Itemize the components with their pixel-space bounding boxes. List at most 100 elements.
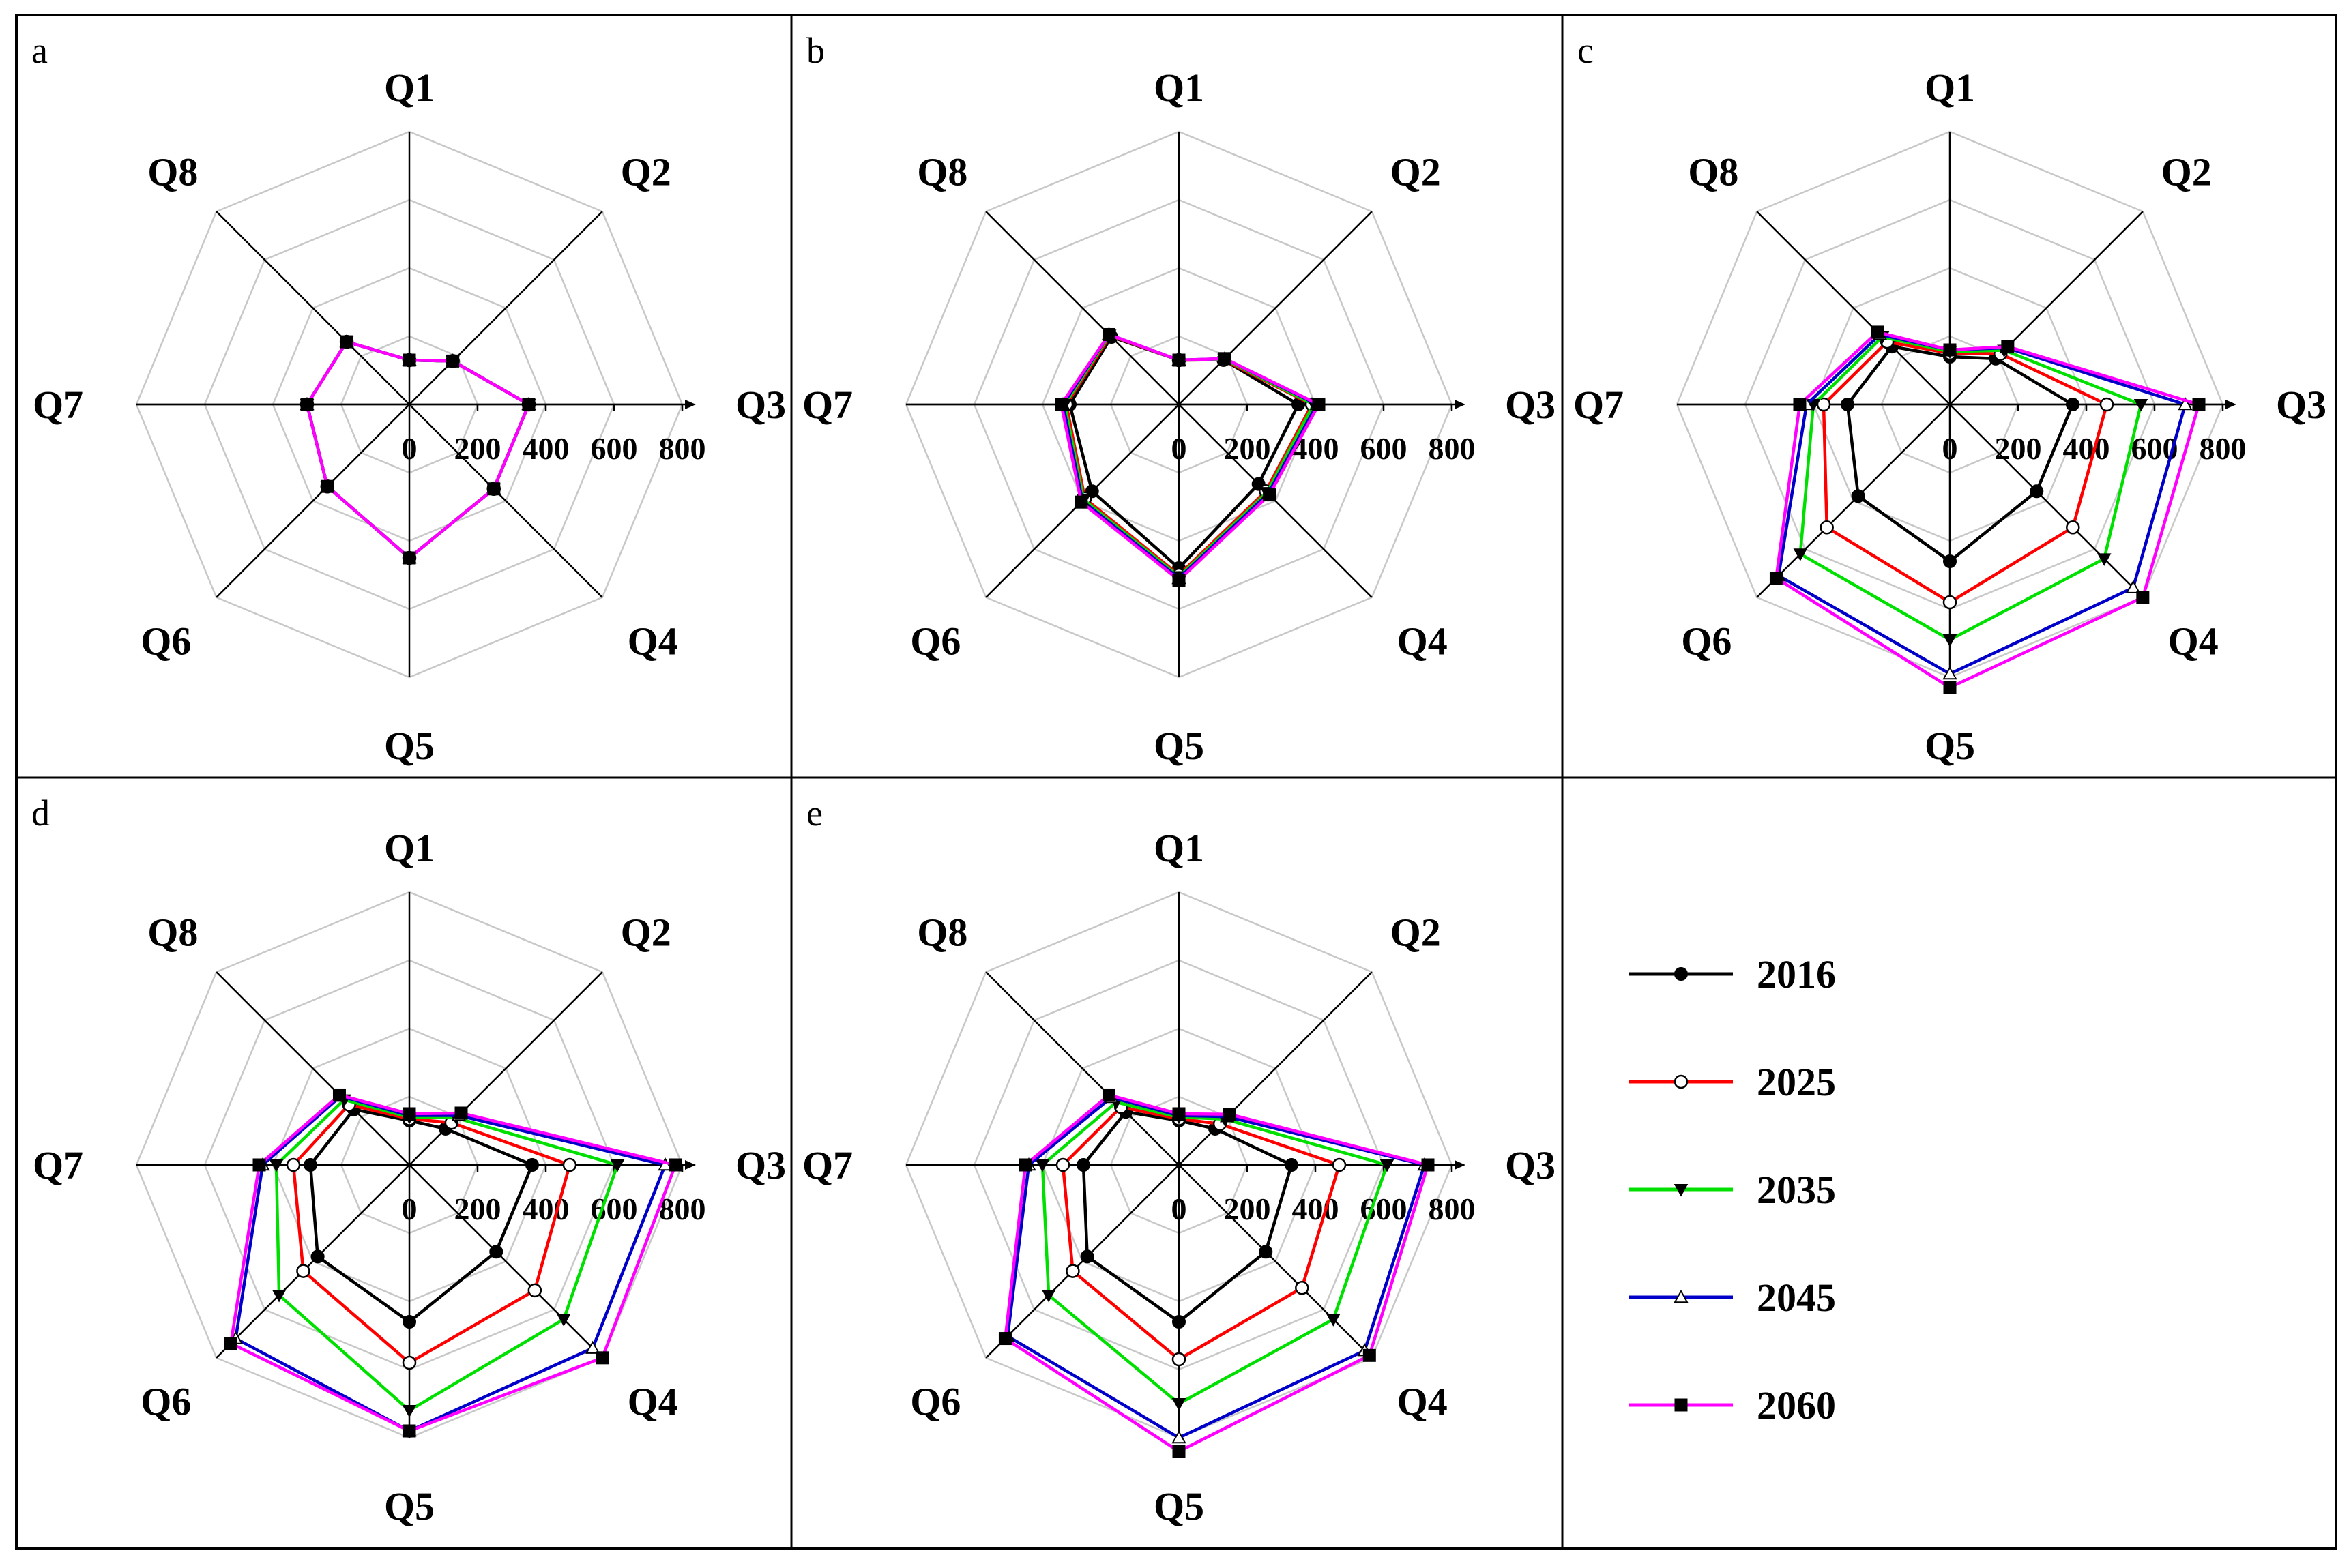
- data-point: [272, 1289, 287, 1303]
- radar-spokes: [906, 132, 1465, 677]
- radar-spokes: [1677, 132, 2236, 677]
- data-point: [1171, 1430, 1186, 1444]
- radar-spoke: [216, 211, 410, 405]
- data-point: [2097, 553, 2112, 566]
- data-point: [1035, 1159, 1050, 1172]
- axis-label-q2: Q2: [1390, 910, 1441, 954]
- axis-label-q6: Q6: [141, 619, 191, 664]
- axis-label-q4: Q4: [628, 619, 678, 664]
- data-point: [556, 1314, 571, 1327]
- radar-spoke: [409, 1164, 603, 1359]
- axis-label-q5: Q5: [384, 1484, 435, 1528]
- tick-label: 800: [659, 431, 706, 466]
- data-point: [454, 1106, 468, 1120]
- data-point: [1080, 1249, 1094, 1264]
- figure-frame: [15, 14, 2337, 1550]
- data-point: [669, 1158, 682, 1172]
- axis-label-q2: Q2: [1390, 149, 1441, 194]
- data-point: [1816, 397, 1831, 412]
- series-line-2045: [1061, 332, 1319, 580]
- data-point: [610, 1159, 625, 1172]
- axis-label-q4: Q4: [1397, 619, 1448, 664]
- tick-labels: 0 200 400 600 800: [1942, 431, 2247, 466]
- axis-label-q1: Q1: [1154, 826, 1204, 870]
- radar-spoke: [216, 971, 410, 1166]
- series-line-2035: [274, 1098, 619, 1412]
- axis-label-q7: Q7: [802, 383, 853, 427]
- data-point: [1172, 1107, 1186, 1121]
- series-line-2060: [1060, 332, 1321, 582]
- series-markers-2060: [224, 1088, 682, 1438]
- data-point: [2030, 484, 2044, 499]
- tick-label: 200: [454, 431, 501, 466]
- axis-label-q1: Q1: [384, 65, 435, 110]
- tick-label: 200: [1224, 1192, 1271, 1226]
- series-markers-2060: [998, 1088, 1435, 1458]
- axis-label-q6: Q6: [910, 619, 961, 664]
- series-line-2035: [1798, 335, 2143, 642]
- data-point: [1769, 572, 1783, 585]
- data-point: [402, 1405, 417, 1418]
- panel-label: b: [806, 30, 825, 71]
- radar-spoke: [1178, 211, 1373, 405]
- legend-marker: [1674, 1289, 1689, 1303]
- axis-labels: Q1 Q2 Q3 Q4 Q5 Q6 Q7 Q8: [33, 65, 786, 768]
- data-point: [340, 335, 353, 349]
- tick-label: 800: [1429, 431, 1476, 466]
- radar-spoke: [409, 404, 603, 598]
- legend-item-2035: 2035: [1629, 1168, 1836, 1212]
- series-group: [1055, 327, 1326, 587]
- data-point: [1285, 1158, 1298, 1172]
- tick-label: 400: [2063, 431, 2110, 466]
- data-point: [1102, 327, 1115, 341]
- data-point: [446, 354, 460, 368]
- data-point: [1379, 1159, 1394, 1172]
- series-markers-2060: [1769, 325, 2206, 694]
- data-point: [2066, 520, 2080, 535]
- data-point: [2178, 396, 2193, 411]
- series-line-2025: [1064, 334, 1315, 578]
- data-point: [2136, 591, 2150, 604]
- axis-label-q3: Q3: [735, 383, 786, 427]
- tick-label: 800: [2200, 431, 2247, 466]
- legend-item-2045: 2045: [1629, 1275, 1836, 1320]
- axis-label-q5: Q5: [1154, 724, 1204, 768]
- data-point: [1171, 1352, 1186, 1367]
- data-point: [1259, 1245, 1273, 1259]
- series-markers-2035: [1793, 331, 2148, 647]
- series-markers-2025: [1059, 328, 1319, 582]
- data-point: [252, 1158, 266, 1172]
- tick-labels: 0 200 400 600 800: [1171, 431, 1476, 466]
- panel-label: a: [31, 30, 48, 71]
- data-point: [1066, 1264, 1080, 1278]
- axis-label-q2: Q2: [621, 149, 671, 194]
- outer-border: [15, 14, 2337, 1550]
- axis-labels: Q1 Q2 Q3 Q4 Q5 Q6 Q7 Q8: [1573, 65, 2326, 768]
- series-group: [224, 1088, 682, 1438]
- data-point: [403, 1315, 416, 1329]
- data-point: [487, 482, 501, 496]
- axis-label-q8: Q8: [1688, 149, 1738, 194]
- data-point: [525, 1158, 539, 1172]
- axis-label-q2: Q2: [2161, 149, 2212, 194]
- data-point: [562, 1157, 577, 1172]
- data-point: [1942, 666, 1957, 680]
- axis-label-q6: Q6: [1681, 619, 1732, 664]
- data-point: [1055, 1157, 1070, 1172]
- axis-label-q5: Q5: [1154, 1484, 1204, 1528]
- radar-panel-a: a 0 200 400 600 800 Q1 Q2 Q3 Q4 Q5 Q6 Q7 Q8: [31, 30, 786, 768]
- tick-label: 0: [402, 1192, 418, 1226]
- tick-label: 0: [1942, 431, 1958, 466]
- data-point: [1942, 595, 1957, 610]
- data-point: [1841, 398, 1854, 411]
- data-point: [321, 479, 334, 493]
- data-point: [402, 1355, 417, 1370]
- axis-label-q1: Q1: [1154, 65, 1204, 110]
- data-point: [2126, 580, 2141, 593]
- data-point: [1943, 681, 1957, 694]
- data-point: [1943, 343, 1957, 357]
- radar-spokes: [136, 132, 696, 677]
- legend-item-2025: 2025: [1629, 1060, 1836, 1104]
